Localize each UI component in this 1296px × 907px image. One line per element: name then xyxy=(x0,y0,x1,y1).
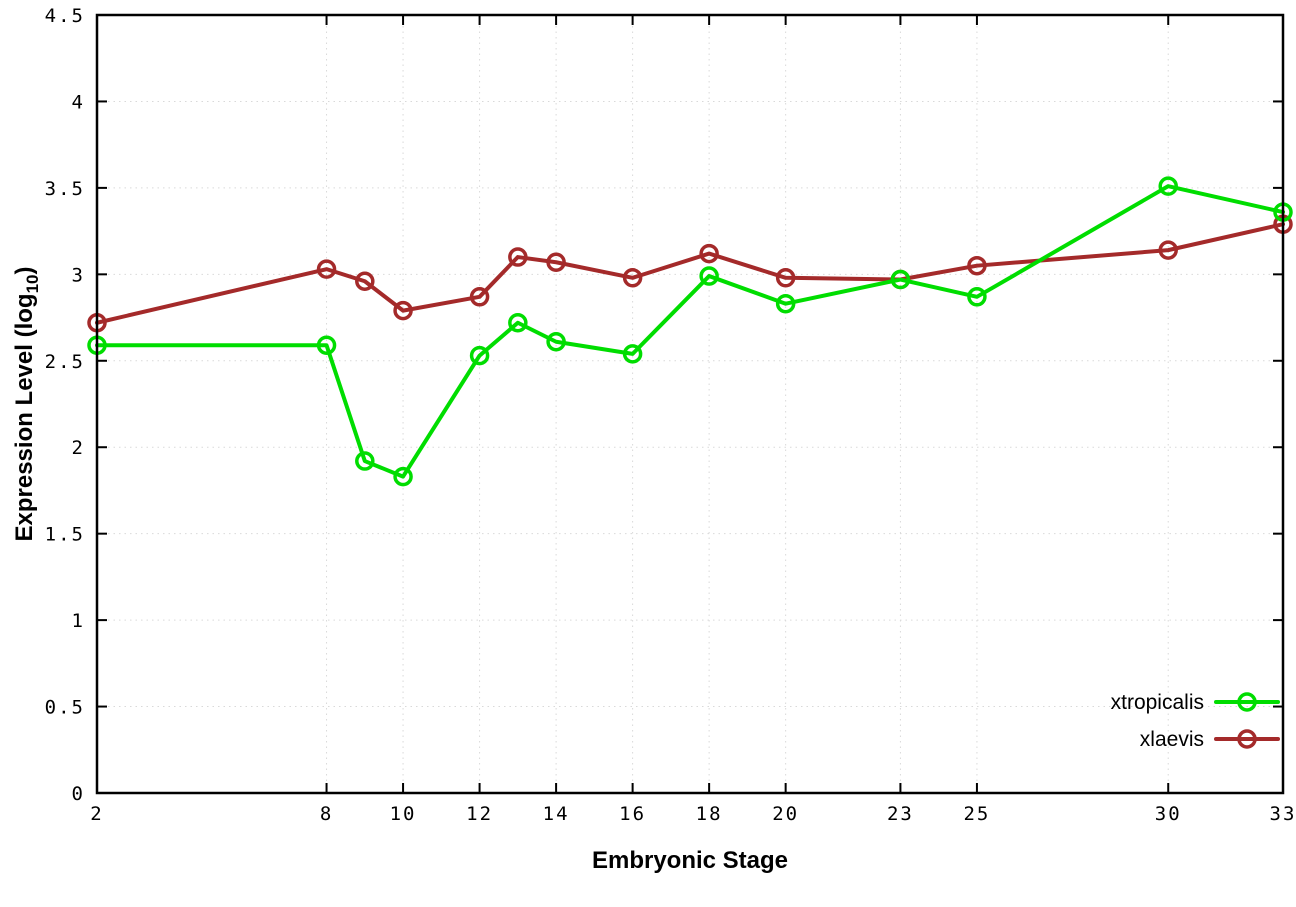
data-point-xtropicalis xyxy=(967,287,987,307)
x-tick-label: 8 xyxy=(320,803,333,825)
data-point-xlaevis xyxy=(316,259,337,279)
y-axis-title: Expression Level (log10) xyxy=(11,267,42,542)
y-tick-label: 2 xyxy=(72,437,85,459)
x-tick-label: 25 xyxy=(963,803,990,825)
data-point-xtropicalis xyxy=(393,466,413,487)
legend-marker-xtropicalis xyxy=(1237,692,1257,712)
x-tick-label: 12 xyxy=(466,803,493,825)
data-point-xtropicalis xyxy=(775,293,796,314)
axis-ticks xyxy=(96,14,1284,794)
data-point-xtropicalis xyxy=(546,332,566,352)
x-tick-label: 14 xyxy=(543,803,570,825)
data-point-xlaevis xyxy=(699,243,719,264)
data-point-xlaevis xyxy=(1158,240,1178,260)
y-tick-label: 2.5 xyxy=(45,351,85,373)
data-point-xlaevis xyxy=(393,300,413,321)
y-tick-label: 1.5 xyxy=(45,524,85,546)
data-point-xlaevis xyxy=(967,255,987,276)
x-tick-label: 20 xyxy=(772,803,799,825)
legend-marker-xlaevis xyxy=(1237,729,1257,749)
y-tick-label: 4 xyxy=(72,91,85,113)
x-tick-label: 33 xyxy=(1270,803,1296,825)
tick-labels: 2 8 10 12 14 16 18 20 23 25 30 33 0 0.5 1 1.5 2 2.5 3 3.5 4 4… xyxy=(45,5,1296,825)
data-point-xlaevis xyxy=(775,268,796,288)
data-point-xtropicalis xyxy=(355,451,375,471)
series-line-xtropicalis xyxy=(95,184,1285,479)
data-point-xtropicalis xyxy=(699,266,719,286)
data-point-xlaevis xyxy=(622,268,643,288)
data-point-xtropicalis xyxy=(890,269,911,290)
grid-lines xyxy=(97,15,1283,793)
y-tick-label: 4.5 xyxy=(45,5,85,27)
data-point-xlaevis xyxy=(508,247,528,267)
plot-border xyxy=(95,13,1285,795)
y-tick-label: 3 xyxy=(72,264,85,286)
legend-label-xlaevis: xlaevis xyxy=(1140,728,1204,751)
x-axis-title: Embryonic Stage xyxy=(592,847,788,874)
data-series xyxy=(87,176,1293,487)
series-line-xlaevis xyxy=(95,222,1285,325)
legend-label-xtropicalis: xtropicalis xyxy=(1111,691,1204,714)
data-point-xtropicalis xyxy=(316,335,337,355)
x-tick-label: 30 xyxy=(1155,803,1182,825)
x-tick-label: 23 xyxy=(887,803,914,825)
data-point-xlaevis xyxy=(355,271,375,291)
data-point-xtropicalis xyxy=(508,312,528,333)
y-tick-label: 3.5 xyxy=(45,178,85,200)
data-point-xtropicalis xyxy=(1158,176,1178,196)
data-point-xtropicalis xyxy=(622,344,643,364)
legend: xtropicalis xlaevis xyxy=(1111,691,1280,751)
data-point-xlaevis xyxy=(546,252,566,272)
x-tick-label: 16 xyxy=(619,803,646,825)
y-tick-label: 1 xyxy=(72,610,85,632)
x-tick-label: 2 xyxy=(90,803,103,825)
x-tick-label: 10 xyxy=(390,803,417,825)
data-point-xtropicalis xyxy=(469,345,490,366)
x-tick-label: 18 xyxy=(696,803,723,825)
data-point-xlaevis xyxy=(469,287,490,307)
y-tick-label: 0 xyxy=(72,783,85,805)
y-tick-label: 0.5 xyxy=(45,697,85,719)
